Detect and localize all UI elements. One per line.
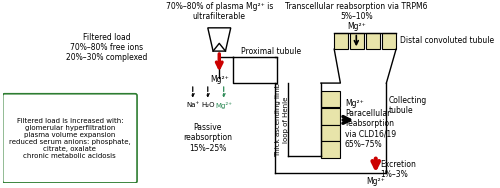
Text: Mg²⁺: Mg²⁺	[210, 75, 229, 84]
FancyBboxPatch shape	[2, 94, 137, 183]
Text: Transcellular reabsorption via TRPM6
5%–10%: Transcellular reabsorption via TRPM6 5%–…	[285, 2, 428, 21]
Bar	[350, 33, 364, 49]
Bar	[321, 125, 340, 141]
Bar	[321, 108, 340, 125]
Text: Excretion
1%–3%: Excretion 1%–3%	[380, 160, 416, 179]
Text: Mg²⁺: Mg²⁺	[215, 102, 232, 109]
Text: Filtered load
70%–80% free ions
20%–30% complexed: Filtered load 70%–80% free ions 20%–30% …	[66, 33, 148, 62]
Text: Thick ascending limb
loop of Henle: Thick ascending limb loop of Henle	[276, 83, 288, 157]
Text: Mg²⁺: Mg²⁺	[366, 177, 385, 186]
Text: Filtered load is increased with:
glomerular hyperfiltration
plasma volume expans: Filtered load is increased with: glomeru…	[9, 118, 130, 159]
Text: Collecting
tubule: Collecting tubule	[389, 96, 428, 115]
Text: Passive
reabsorption
15%–25%: Passive reabsorption 15%–25%	[184, 123, 232, 153]
Bar	[321, 91, 340, 107]
Text: Mg²⁺: Mg²⁺	[347, 22, 366, 31]
Text: Mg²⁺
Paracellular
reabsorption
via CLD16/19
65%–75%: Mg²⁺ Paracellular reabsorption via CLD16…	[345, 99, 396, 149]
Bar	[334, 33, 348, 49]
Bar	[321, 141, 340, 158]
Text: H₂O: H₂O	[201, 102, 214, 108]
Bar	[366, 33, 380, 49]
Text: Na⁺: Na⁺	[186, 102, 200, 108]
Polygon shape	[208, 28, 231, 51]
Text: 70%–80% of plasma Mg²⁺ is
ultrafilterable: 70%–80% of plasma Mg²⁺ is ultrafilterabl…	[166, 2, 273, 21]
Bar	[382, 33, 396, 49]
Text: Proximal tubule: Proximal tubule	[242, 47, 302, 56]
Text: Distal convoluted tubule: Distal convoluted tubule	[400, 36, 494, 45]
